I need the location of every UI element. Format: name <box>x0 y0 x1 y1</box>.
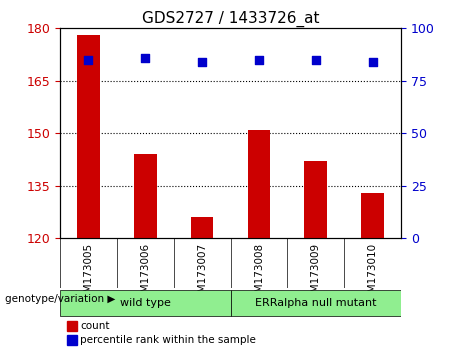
Text: count: count <box>80 321 110 331</box>
Text: GSM173008: GSM173008 <box>254 243 264 306</box>
Point <box>198 59 206 65</box>
Point <box>369 59 376 65</box>
Bar <box>67 320 77 331</box>
FancyBboxPatch shape <box>230 290 401 316</box>
Text: GSM173009: GSM173009 <box>311 243 321 306</box>
Text: ERRalpha null mutant: ERRalpha null mutant <box>255 298 377 308</box>
Bar <box>134 154 157 238</box>
Text: GSM173010: GSM173010 <box>367 243 378 306</box>
Text: wild type: wild type <box>120 298 171 308</box>
Text: genotype/variation ▶: genotype/variation ▶ <box>5 294 115 304</box>
Point <box>255 57 263 63</box>
Text: GSM173006: GSM173006 <box>140 243 150 306</box>
Bar <box>248 130 270 238</box>
Bar <box>361 193 384 238</box>
Text: percentile rank within the sample: percentile rank within the sample <box>80 336 256 346</box>
Bar <box>77 35 100 238</box>
Bar <box>67 335 77 346</box>
Point <box>142 55 149 61</box>
FancyBboxPatch shape <box>60 290 230 316</box>
Point <box>312 57 319 63</box>
Title: GDS2727 / 1433726_at: GDS2727 / 1433726_at <box>142 11 319 27</box>
Text: GSM173005: GSM173005 <box>83 243 94 306</box>
Bar <box>191 217 213 238</box>
Text: GSM173007: GSM173007 <box>197 243 207 306</box>
Point <box>85 57 92 63</box>
Bar <box>304 161 327 238</box>
